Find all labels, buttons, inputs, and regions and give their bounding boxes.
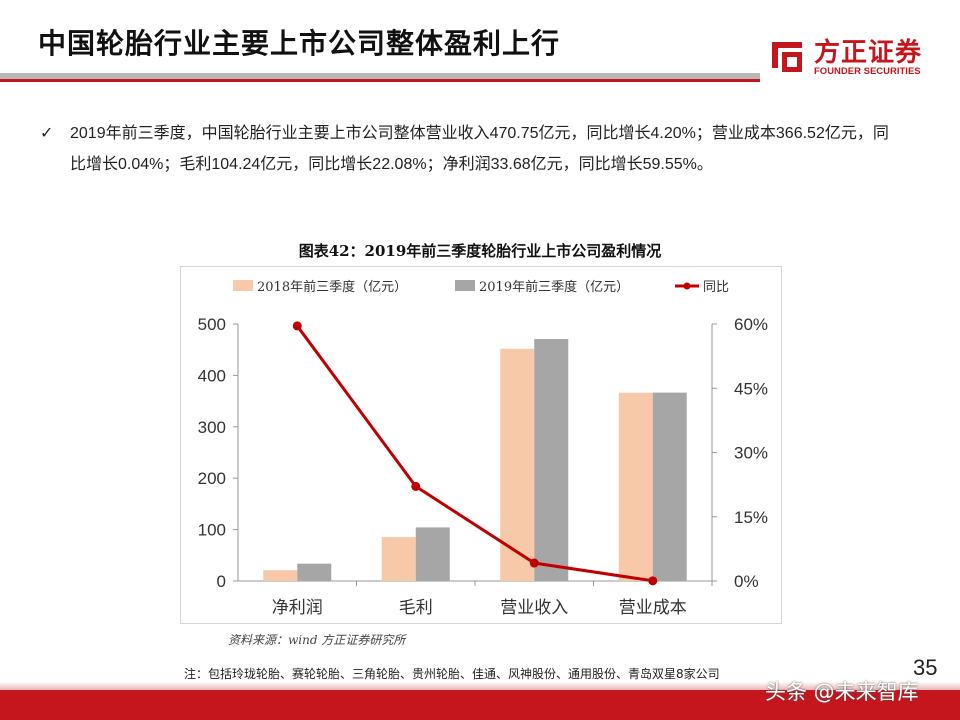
yoy-point: [648, 576, 658, 586]
profit-chart: 0 100 200 300 400 500 0% 15% 30% 45% 60% 净利润 毛利 营业收入 营…: [198, 279, 768, 618]
title-accent-line: [0, 79, 760, 82]
legend-swatch-marker: [683, 282, 691, 290]
footer-bar: [0, 690, 960, 720]
logo-chinese-text: 方正证券: [814, 38, 923, 68]
page-number: 35: [913, 655, 938, 680]
yoy-point: [411, 481, 421, 491]
chart-frame: 0 100 200 300 400 500 0% 15% 30% 45% 60% 净利润 毛利 营业收入 营…: [180, 266, 782, 624]
left-tick-label: 0: [217, 572, 226, 591]
legend-swatch-2018: [233, 280, 253, 291]
right-tick-label: 30%: [734, 444, 768, 463]
slide-title: 中国轮胎行业主要上市公司整体盈利上行: [38, 27, 561, 60]
title-divider: [0, 73, 760, 79]
footnote: 注：包括玲珑轮胎、赛轮轮胎、三角轮胎、贵州轮胎、佳通、风神股份、通用股份、青岛双…: [184, 667, 720, 681]
right-tick-label: 45%: [734, 379, 768, 398]
x-tick-label: 毛利: [399, 598, 433, 618]
yoy-line: [296, 325, 653, 583]
bar-2018: [381, 537, 416, 581]
chart-title: 图表42：2019年前三季度轮胎行业上市公司盈利情况: [298, 242, 662, 260]
bar-2019: [297, 563, 332, 581]
footer-gradient: [0, 682, 960, 690]
left-tick-label: 200: [198, 469, 226, 488]
company-logo: 方正证券 FOUNDER SECURITIES: [768, 32, 938, 82]
right-tick-label: 0%: [734, 572, 759, 591]
x-tick-label: 营业收入: [500, 598, 568, 618]
summary-text: 2019年前三季度，中国轮胎行业主要上市公司整体营业收入470.75亿元，同比增…: [70, 125, 889, 173]
x-tick-label: 净利润: [272, 598, 323, 618]
left-tick-label: 500: [198, 315, 226, 334]
left-tick-label: 100: [198, 521, 226, 540]
legend-label: 2018年前三季度（亿元）: [257, 279, 407, 295]
legend-label: 同比: [703, 280, 729, 295]
bar-2018: [618, 392, 653, 581]
legend-label: 2019年前三季度（亿元）: [479, 279, 629, 295]
x-tick-label: 营业成本: [619, 598, 687, 618]
bar-2019: [534, 339, 569, 581]
left-tick-label: 400: [198, 366, 226, 385]
bar-2019: [652, 392, 687, 581]
logo-mark-icon: [772, 42, 802, 72]
bar-2018: [263, 570, 298, 581]
right-tick-label: 60%: [734, 315, 768, 334]
checkmark-icon: ✓: [40, 125, 54, 142]
bar-2018: [500, 348, 535, 581]
chart-source: 资料来源：wind 方正证券研究所: [228, 633, 406, 647]
yoy-point: [529, 558, 539, 568]
legend-swatch-2019: [455, 280, 475, 291]
right-tick-label: 15%: [734, 508, 768, 527]
logo-english-text: FOUNDER SECURITIES: [814, 66, 921, 77]
yoy-point: [292, 321, 302, 331]
bar-2019: [415, 527, 450, 581]
watermark-text: 头条 @未来智库: [765, 680, 919, 704]
left-tick-label: 300: [198, 418, 226, 437]
